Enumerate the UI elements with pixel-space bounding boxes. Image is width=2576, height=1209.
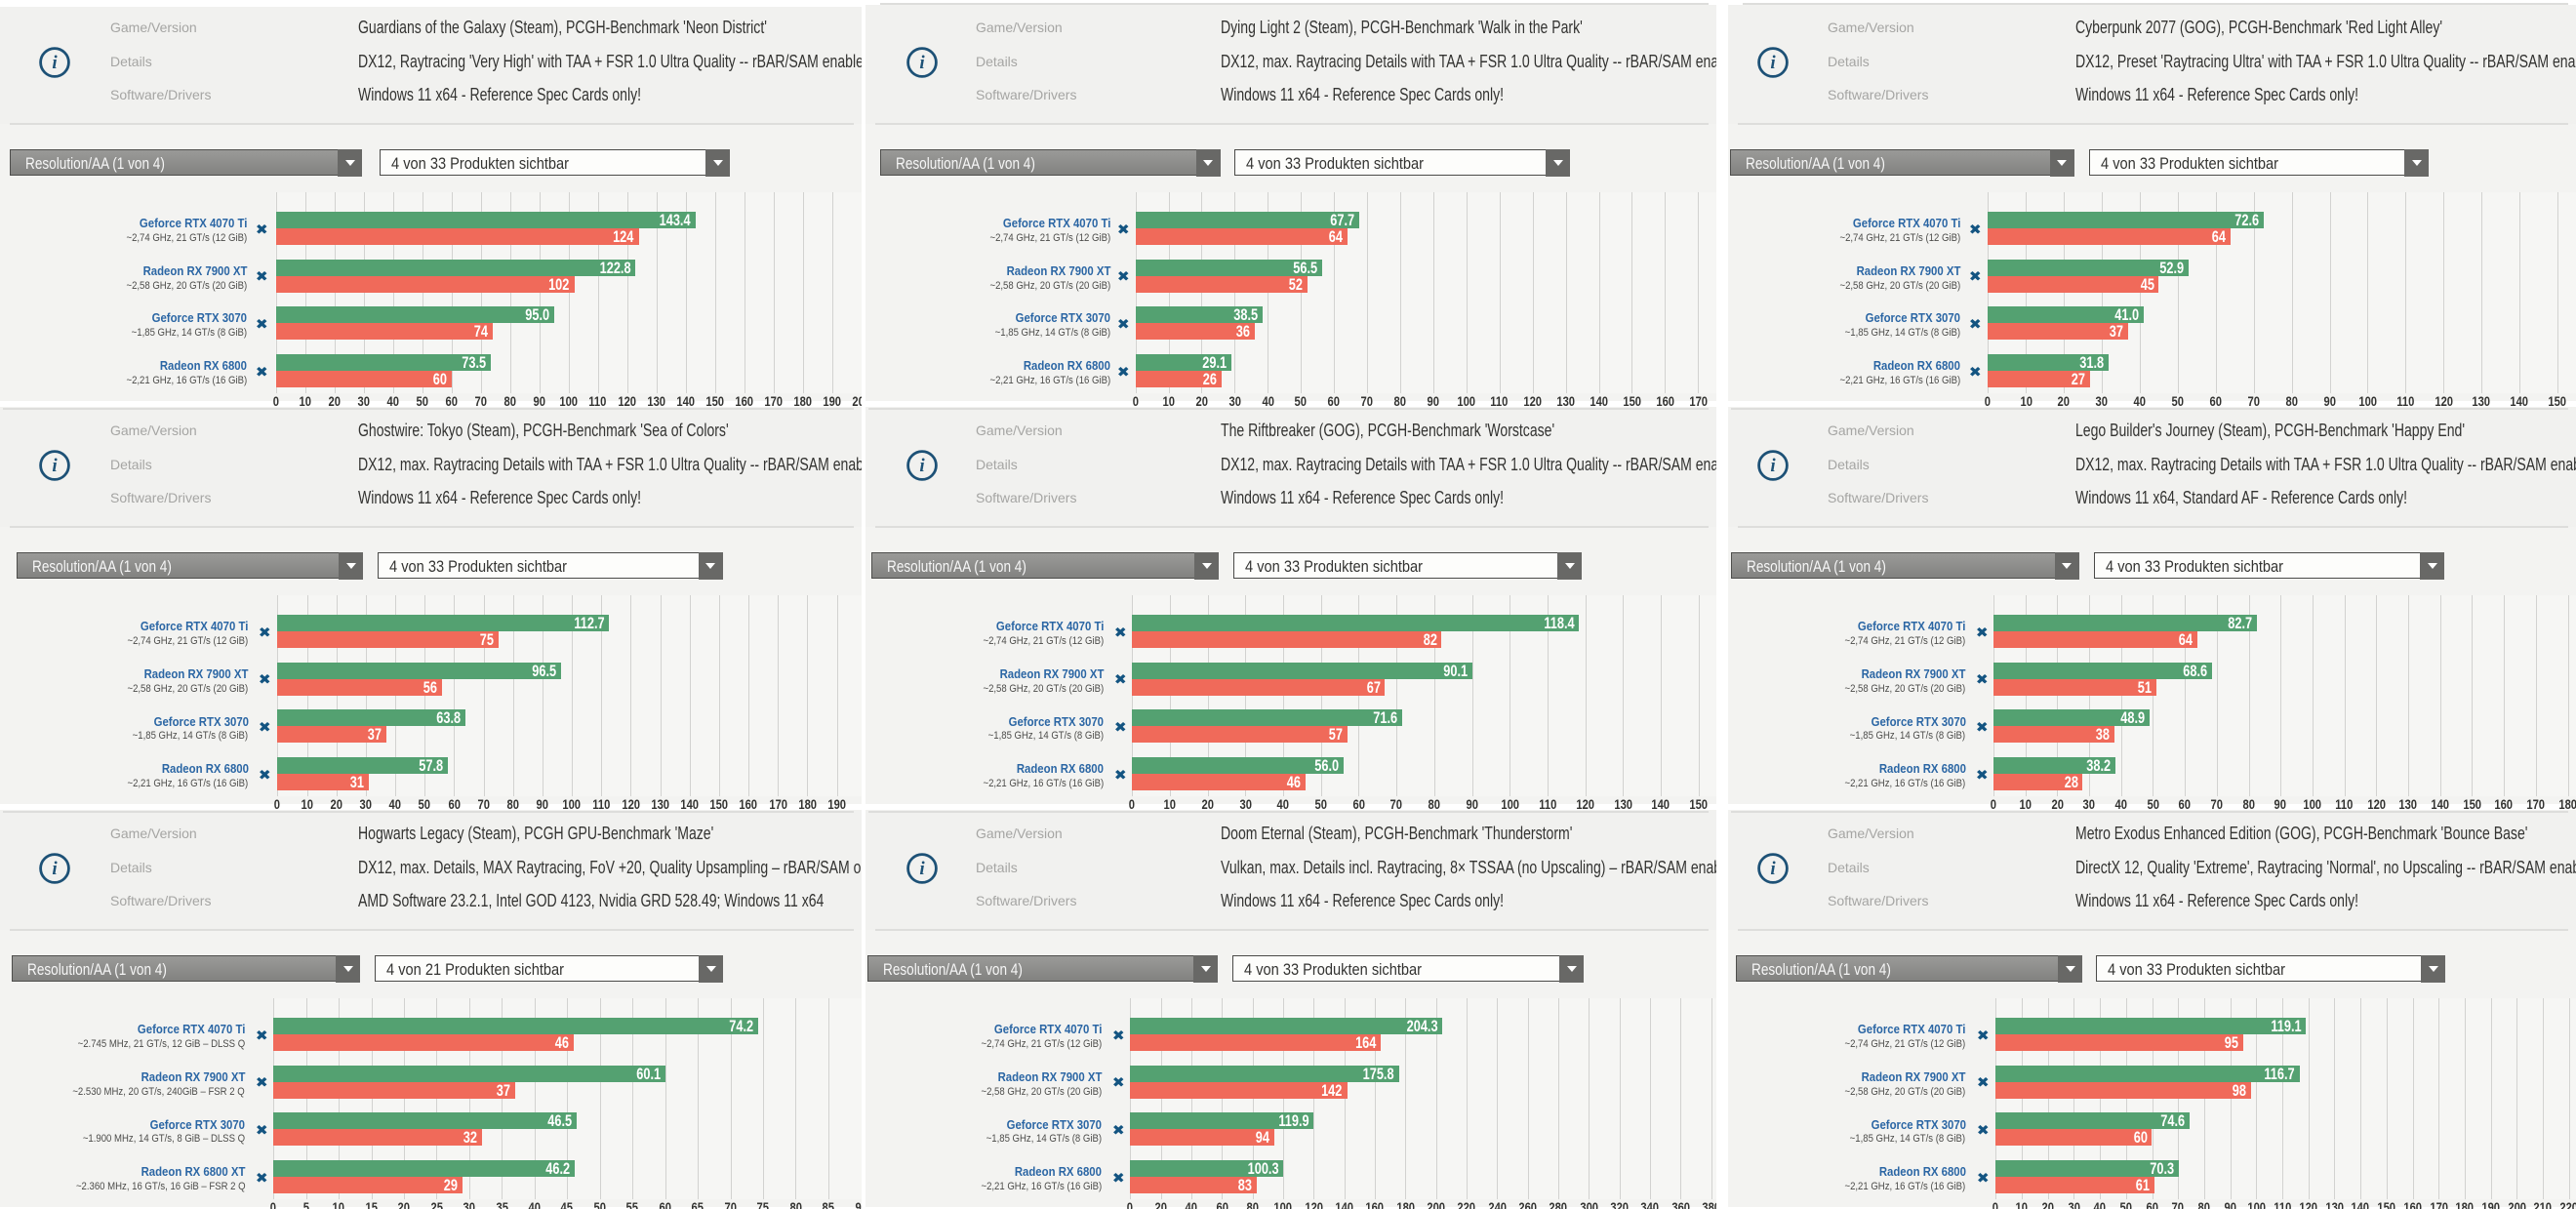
- svg-text:i: i: [52, 53, 58, 73]
- svg-text:i: i: [919, 456, 925, 476]
- svg-text:i: i: [1770, 456, 1776, 476]
- svg-text:i: i: [52, 859, 58, 879]
- svg-text:i: i: [52, 456, 58, 476]
- svg-text:i: i: [919, 859, 925, 879]
- svg-text:i: i: [1770, 53, 1776, 73]
- svg-text:i: i: [919, 53, 925, 73]
- svg-text:i: i: [1770, 859, 1776, 879]
